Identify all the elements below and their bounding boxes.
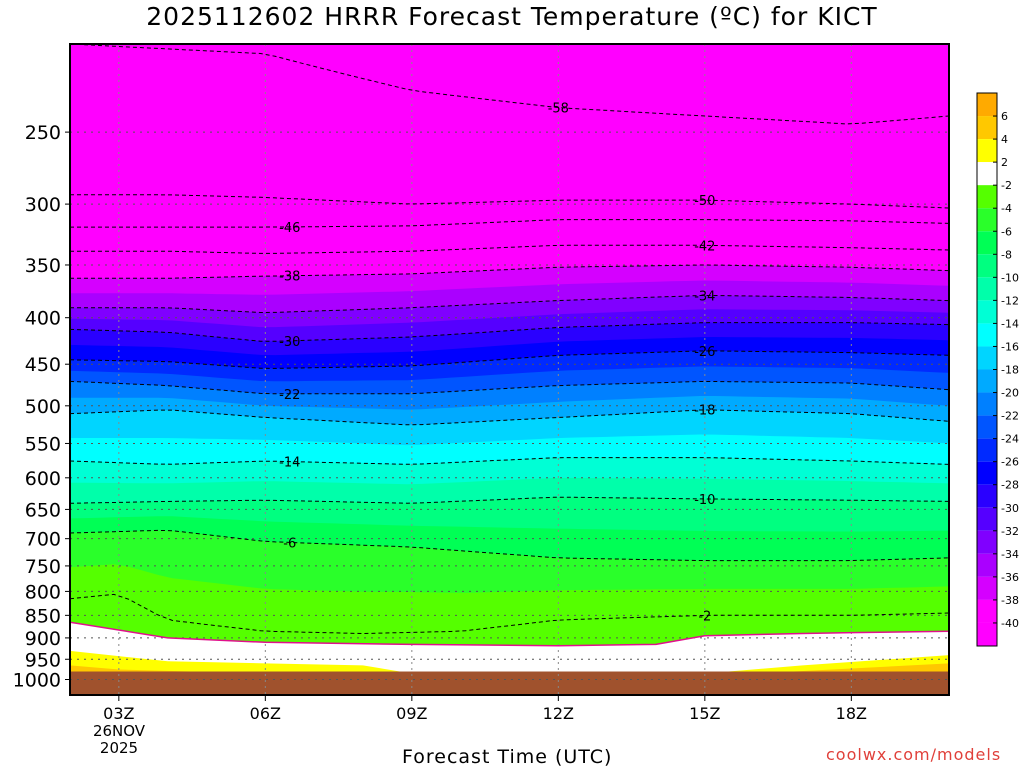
x-tick-label: 03Z xyxy=(103,704,134,723)
colorbar-label: -32 xyxy=(1001,525,1019,538)
x-axis: 03Z 06Z 09Z 12Z 15Z 18Z xyxy=(103,695,867,723)
y-tick-label: 950 xyxy=(25,649,61,671)
isotherm-label: -18 xyxy=(694,404,715,419)
colorbar-label: 2 xyxy=(1001,156,1008,169)
colorbar-label: -28 xyxy=(1001,479,1019,492)
isotherm-label: -26 xyxy=(694,345,715,360)
isotherm-line xyxy=(70,44,949,125)
x-tick-label: 18Z xyxy=(836,704,867,723)
y-tick-label: 800 xyxy=(25,581,61,603)
isotherm-label: -42 xyxy=(694,239,715,254)
colorbar-label: -4 xyxy=(1001,202,1012,215)
colorbar-swatch xyxy=(977,139,997,163)
colorbar-label: -18 xyxy=(1001,364,1019,377)
colorbar-label: -30 xyxy=(1001,502,1019,515)
colorbar-label: -26 xyxy=(1001,456,1019,469)
isotherm-label: -50 xyxy=(694,194,715,209)
colorbar-swatch xyxy=(977,231,997,255)
colorbar-label: 4 xyxy=(1001,133,1008,146)
ground xyxy=(70,671,949,695)
y-tick-label: 750 xyxy=(25,556,61,578)
colorbar-swatch xyxy=(977,484,997,508)
colorbar-swatch xyxy=(977,599,997,623)
isotherm-label: -6 xyxy=(283,536,296,551)
isotherm-label: -38 xyxy=(279,270,300,285)
y-tick-label: 350 xyxy=(25,255,61,277)
date-label-year: 2025 xyxy=(99,739,139,757)
y-tick-label: 850 xyxy=(25,605,61,627)
isotherm-label: -34 xyxy=(694,289,715,304)
y-tick-label: 450 xyxy=(25,354,61,376)
colorbar-swatch xyxy=(977,323,997,347)
chart-title: 2025112602 HRRR Forecast Temperature (ºC… xyxy=(146,2,878,31)
y-axis: 2503003504004505005506006507007508008509… xyxy=(13,122,70,692)
colorbar-swatch xyxy=(977,438,997,462)
isotherm-label: -22 xyxy=(279,388,300,403)
y-tick-label: 400 xyxy=(25,308,61,330)
colorbar-label: 6 xyxy=(1001,110,1008,123)
date-label-day: 26NOV xyxy=(92,722,146,740)
isotherm-label: -2 xyxy=(698,609,711,624)
y-tick-label: 650 xyxy=(25,499,61,521)
colorbar-swatch xyxy=(977,346,997,370)
y-tick-label: 500 xyxy=(25,396,61,418)
colorbar-swatch xyxy=(977,185,997,209)
plot-frame xyxy=(69,43,950,696)
colorbar-swatch xyxy=(977,277,997,301)
grid-lines xyxy=(70,44,949,695)
isotherm-label: -10 xyxy=(694,493,715,508)
x-tick-label: 15Z xyxy=(689,704,720,723)
colorbar-swatch xyxy=(977,254,997,278)
colorbar-swatch xyxy=(977,576,997,600)
colorbar-label: -24 xyxy=(1001,433,1019,446)
colorbar-label: -16 xyxy=(1001,340,1019,353)
colorbar-label: -8 xyxy=(1001,248,1012,261)
temperature-fill xyxy=(70,44,949,695)
colorbar-swatch xyxy=(977,415,997,439)
colorbar-swatch xyxy=(977,461,997,485)
y-tick-label: 300 xyxy=(25,194,61,216)
colorbar-swatch xyxy=(977,530,997,554)
freezing-line xyxy=(70,621,949,647)
colorbar-label: -34 xyxy=(1001,548,1019,561)
isotherm-label: -46 xyxy=(279,221,300,236)
colorbar-label: -6 xyxy=(1001,225,1012,238)
colorbar-swatch xyxy=(977,93,997,117)
colorbar-swatch xyxy=(977,300,997,324)
colorbar-swatch xyxy=(977,162,997,186)
colorbar-label: -10 xyxy=(1001,271,1019,284)
y-tick-label: 1000 xyxy=(13,670,61,692)
colorbar-label: -36 xyxy=(1001,571,1019,584)
colorbar-swatch xyxy=(977,208,997,232)
colorbar-swatch xyxy=(977,622,997,646)
y-tick-label: 550 xyxy=(25,433,61,455)
credit-link[interactable]: coolwx.com/models xyxy=(826,745,1002,764)
colorbar-swatch xyxy=(977,369,997,393)
colorbar-label: -38 xyxy=(1001,594,1019,607)
isotherm-label: -58 xyxy=(548,102,569,117)
y-tick-label: 700 xyxy=(25,529,61,551)
x-axis-title: Forecast Time (UTC) xyxy=(402,746,613,768)
colorbar-swatch xyxy=(977,507,997,531)
colorbar-legend: 6 4 2 -2 -4 -6 -8 -10 -12 -14 -16 -18 -20 -22 -24 -26 -2… xyxy=(976,92,1019,647)
colorbar-label: -22 xyxy=(1001,410,1019,423)
isotherm-label: -14 xyxy=(279,456,300,471)
colorbar-swatch xyxy=(977,116,997,140)
colorbar-label: -14 xyxy=(1001,317,1019,330)
colorbar-swatch xyxy=(977,553,997,577)
colorbar-label: -12 xyxy=(1001,294,1019,307)
isotherm-contours: -58 -50 -46 -42 -38 -34 -30 -26 -22 -18 -14 -10 -6 -2 xyxy=(70,44,949,647)
colorbar-label: -20 xyxy=(1001,387,1019,400)
y-tick-label: 600 xyxy=(25,468,61,490)
x-tick-label: 09Z xyxy=(396,704,427,723)
colorbar-label: -40 xyxy=(1001,617,1019,630)
x-tick-label: 06Z xyxy=(250,704,281,723)
y-tick-label: 900 xyxy=(25,628,61,650)
colorbar-label: -2 xyxy=(1001,179,1012,192)
y-tick-label: 250 xyxy=(25,122,61,144)
colorbar-swatch xyxy=(977,392,997,416)
isotherm-label: -30 xyxy=(279,335,300,350)
x-tick-label: 12Z xyxy=(543,704,574,723)
